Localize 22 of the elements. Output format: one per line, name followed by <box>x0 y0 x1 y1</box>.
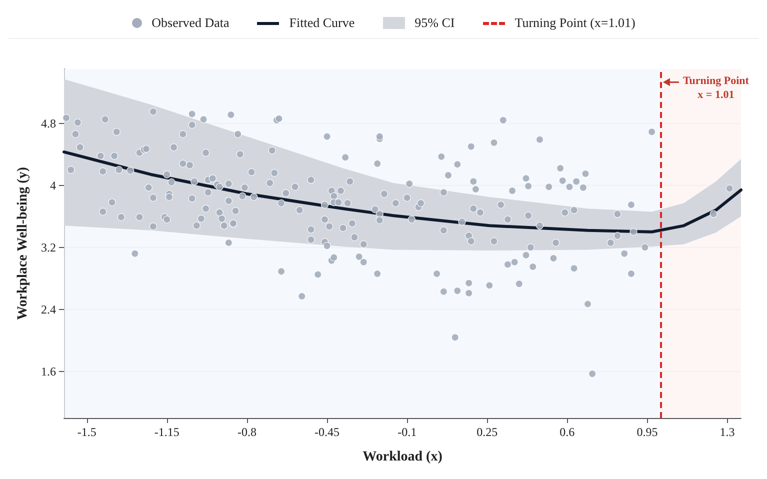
legend-label: Turning Point (x=1.01) <box>514 15 636 31</box>
x-tick-label: 1.3 <box>720 425 735 439</box>
y-tick-label: 1.6 <box>41 364 56 378</box>
y-axis-title: Workplace Well-being (y) <box>16 166 30 320</box>
x-tick-label: -0.45 <box>314 425 340 439</box>
x-axis-title: Workload (x) <box>362 450 443 464</box>
y-tick-label: 2.4 <box>41 302 56 316</box>
x-tick-label: 0.6 <box>560 425 575 439</box>
y-tick-label: 3.2 <box>41 240 56 254</box>
x-tick-label: -1.5 <box>77 425 96 439</box>
x-tick-label: -1.15 <box>154 425 180 439</box>
x-tick-label: -0.1 <box>398 425 417 439</box>
x-tick-label: 0.25 <box>476 425 498 439</box>
annotation: Turning Point x = 1.01 <box>682 75 750 102</box>
x-tick-label: 0.95 <box>636 425 658 439</box>
y-tick-label: 4 <box>50 178 56 192</box>
legend-label: Fitted Curve <box>289 15 355 31</box>
y-tick-label: 4.8 <box>41 116 56 130</box>
text: 95% CI <box>414 15 455 31</box>
x-tick-label: -0.8 <box>237 425 256 439</box>
legend-label: Observed Data <box>152 15 230 31</box>
line-series <box>62 150 742 234</box>
